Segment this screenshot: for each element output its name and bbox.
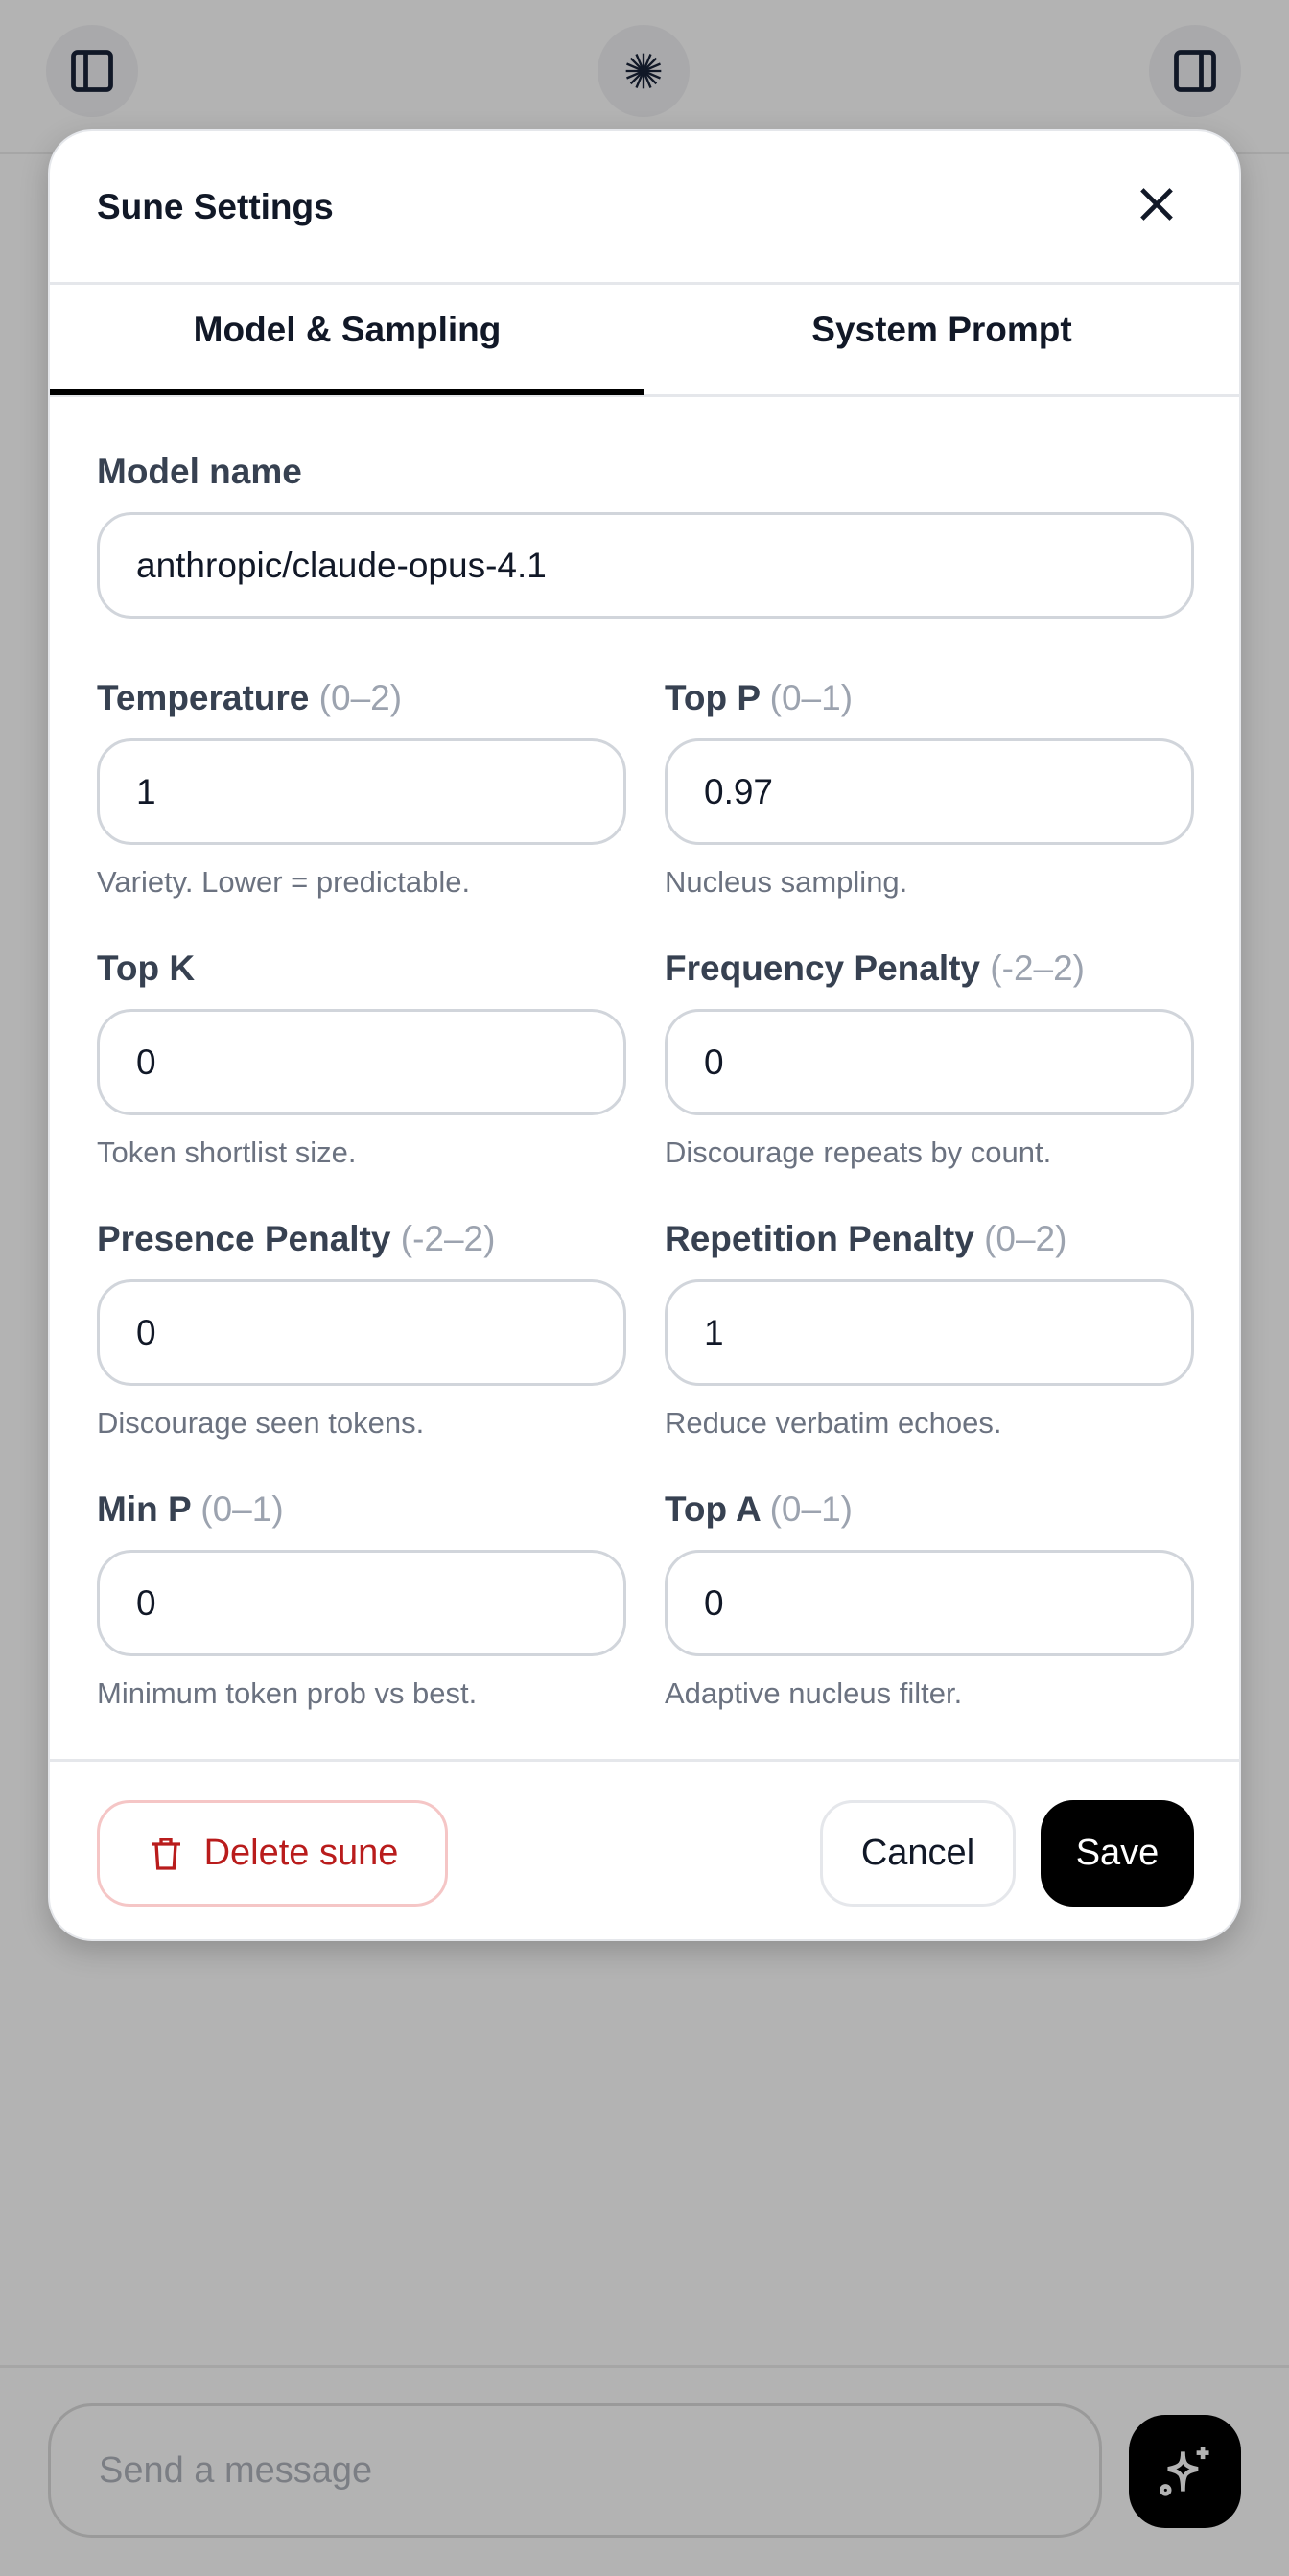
frequency-penalty-label-text: Frequency Penalty — [665, 948, 981, 988]
sune-logo-button[interactable] — [598, 25, 690, 117]
temperature-help: Variety. Lower = predictable. — [97, 865, 471, 899]
min-p-label: Min P (0–1) — [97, 1489, 284, 1530]
toggle-left-sidebar-button[interactable] — [46, 25, 138, 117]
sparkles-icon — [1159, 2447, 1209, 2496]
composer-divider — [0, 2365, 1289, 2368]
presence-penalty-label: Presence Penalty (-2–2) — [97, 1219, 495, 1259]
top-a-range: (0–1) — [769, 1489, 853, 1529]
tab-divider — [50, 394, 1239, 397]
active-tab-indicator — [50, 389, 644, 395]
top-a-label: Top A (0–1) — [665, 1489, 853, 1530]
top-p-label: Top P (0–1) — [665, 678, 853, 718]
top-k-input[interactable]: 0 — [97, 1009, 626, 1115]
min-p-input[interactable]: 0 — [97, 1550, 626, 1656]
frequency-penalty-label: Frequency Penalty (-2–2) — [665, 948, 1085, 989]
presence-penalty-range: (-2–2) — [400, 1219, 496, 1258]
min-p-label-text: Min P — [97, 1489, 191, 1529]
save-button[interactable]: Save — [1041, 1800, 1194, 1907]
sunburst-logo-icon — [625, 53, 662, 89]
repetition-penalty-input[interactable]: 1 — [665, 1279, 1194, 1386]
close-icon[interactable] — [1132, 179, 1182, 229]
frequency-penalty-input[interactable]: 0 — [665, 1009, 1194, 1115]
tab-system-prompt[interactable]: System Prompt — [811, 310, 1072, 349]
delete-label: Delete sune — [203, 1833, 399, 1873]
settings-modal: Sune Settings Model & Sampling System Pr… — [48, 129, 1241, 1941]
footer-divider — [50, 1759, 1239, 1762]
repetition-penalty-range: (0–2) — [984, 1219, 1067, 1258]
delete-sune-button[interactable]: Delete sune — [97, 1800, 448, 1907]
repetition-penalty-help: Reduce verbatim echoes. — [665, 1406, 1002, 1440]
top-p-label-text: Top P — [665, 678, 761, 717]
top-a-help: Adaptive nucleus filter. — [665, 1676, 963, 1710]
tab-model-sampling[interactable]: Model & Sampling — [193, 310, 502, 349]
toggle-right-sidebar-button[interactable] — [1149, 25, 1241, 117]
repetition-penalty-label: Repetition Penalty (0–2) — [665, 1219, 1066, 1259]
repetition-penalty-label-text: Repetition Penalty — [665, 1219, 974, 1258]
model-name-label: Model name — [97, 452, 302, 491]
presence-penalty-input[interactable]: 0 — [97, 1279, 626, 1386]
top-a-input[interactable]: 0 — [665, 1550, 1194, 1656]
frequency-penalty-help: Discourage repeats by count. — [665, 1136, 1052, 1169]
frequency-penalty-range: (-2–2) — [990, 948, 1085, 988]
sidebar-right-icon — [1174, 50, 1216, 92]
send-button[interactable] — [1129, 2415, 1241, 2528]
top-k-label: Top K — [97, 948, 195, 989]
temperature-range: (0–2) — [318, 678, 403, 717]
top-k-help: Token shortlist size. — [97, 1136, 357, 1169]
top-p-range: (0–1) — [769, 678, 854, 717]
message-input[interactable]: Send a message — [48, 2403, 1102, 2538]
min-p-help: Minimum token prob vs best. — [97, 1676, 478, 1710]
min-p-range: (0–1) — [200, 1489, 284, 1529]
model-name-input[interactable]: anthropic/claude-opus-4.1 — [97, 512, 1194, 619]
top-k-label-text: Top K — [97, 948, 196, 988]
presence-penalty-label-text: Presence Penalty — [97, 1219, 391, 1258]
temperature-label: Temperature (0–2) — [97, 678, 402, 718]
top-p-input[interactable]: 0.97 — [665, 738, 1194, 845]
modal-title: Sune Settings — [97, 187, 334, 226]
temperature-input[interactable]: 1 — [97, 738, 626, 845]
divider — [50, 282, 1239, 285]
cancel-button[interactable]: Cancel — [820, 1800, 1016, 1907]
temperature-label-text: Temperature — [97, 678, 310, 717]
trash-icon — [151, 1837, 180, 1870]
presence-penalty-help: Discourage seen tokens. — [97, 1406, 425, 1440]
sidebar-left-icon — [71, 50, 113, 92]
top-p-help: Nucleus sampling. — [665, 865, 908, 899]
top-a-label-text: Top A — [665, 1489, 761, 1529]
